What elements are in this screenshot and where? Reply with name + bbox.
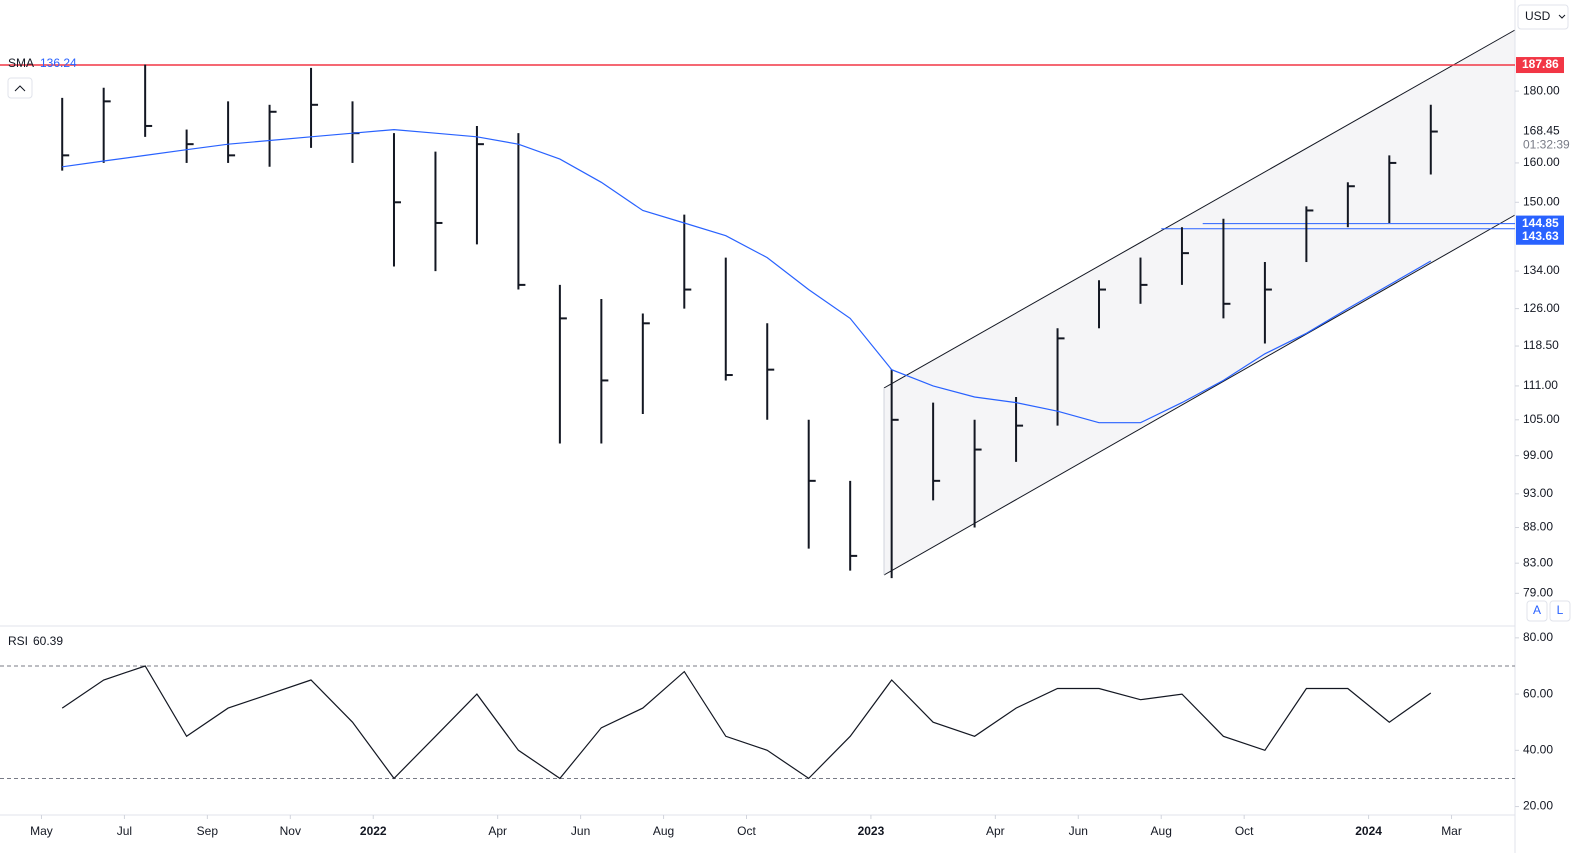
log-scale-label: L xyxy=(1557,603,1564,617)
currency-label: USD xyxy=(1525,9,1551,23)
x-tick-label: 2024 xyxy=(1355,824,1382,838)
y-tick-label: 180.00 xyxy=(1523,83,1560,97)
price-level-label: 143.63 xyxy=(1522,229,1559,243)
price-level-box xyxy=(1516,215,1564,232)
y-tick-label: 150.00 xyxy=(1523,194,1560,208)
x-tick-label: Sep xyxy=(197,824,219,838)
log-scale-button[interactable] xyxy=(1549,600,1571,622)
y-tick-label: 126.00 xyxy=(1523,301,1560,315)
x-tick-label: Nov xyxy=(280,824,301,838)
x-tick-label: Apr xyxy=(986,824,1005,838)
price-level-label: 144.85 xyxy=(1522,216,1559,230)
channel-lower xyxy=(883,214,1516,576)
x-tick-label: Oct xyxy=(1235,824,1254,838)
y-tick-label: 99.00 xyxy=(1523,448,1553,462)
channel-upper xyxy=(883,29,1516,389)
auto-scale-button[interactable] xyxy=(1526,600,1548,622)
x-tick-label: Aug xyxy=(1151,824,1172,838)
y-tick-label: 134.00 xyxy=(1523,263,1560,277)
rsi-line xyxy=(61,665,1432,780)
channel-fill xyxy=(884,30,1515,575)
price-level-label: 187.86 xyxy=(1522,57,1559,71)
bar-timer: 01:32:39 xyxy=(1523,138,1570,152)
price-level-box xyxy=(1516,57,1564,74)
sma-legend-value: 136.24 xyxy=(40,56,77,70)
x-tick-label: 2023 xyxy=(858,824,885,838)
y-tick-label: 118.50 xyxy=(1523,338,1559,352)
rsi-legend-name: RSI xyxy=(8,634,28,648)
currency-caret xyxy=(1558,14,1566,19)
x-tick-label: 2022 xyxy=(360,824,387,838)
y-tick-label: 93.00 xyxy=(1523,486,1553,500)
x-tick-label: May xyxy=(30,824,53,838)
x-tick-label: Jun xyxy=(571,824,590,838)
rsi-y-tick-label: 40.00 xyxy=(1523,742,1553,756)
y-tick-label: 111.00 xyxy=(1523,378,1558,392)
x-tick-label: Jun xyxy=(1069,824,1088,838)
sma-line xyxy=(62,128,1432,424)
sma-legend-name: SMA xyxy=(8,56,34,70)
currency-button[interactable] xyxy=(1517,4,1569,30)
x-tick-label: Apr xyxy=(488,824,507,838)
price-level-box xyxy=(1516,228,1564,245)
x-tick-label: Jul xyxy=(117,824,132,838)
x-tick-label: Mar xyxy=(1441,824,1462,838)
y-tick-label: 105.00 xyxy=(1523,412,1560,426)
y-tick-label: 79.00 xyxy=(1523,585,1553,599)
y-tick-label: 88.00 xyxy=(1523,520,1553,534)
x-tick-label: Aug xyxy=(653,824,674,838)
rsi-y-tick-label: 20.00 xyxy=(1523,799,1553,813)
collapse-icon xyxy=(14,85,26,92)
y-tick-label: 83.00 xyxy=(1523,555,1553,569)
rsi-y-tick-label: 60.00 xyxy=(1523,686,1553,700)
x-tick-label: Oct xyxy=(737,824,756,838)
collapse-button[interactable] xyxy=(7,77,33,99)
rsi-legend-value: 60.39 xyxy=(33,634,63,648)
y-tick-label: 160.00 xyxy=(1523,155,1560,169)
auto-scale-label: A xyxy=(1533,603,1541,617)
last-price-label: 168.45 xyxy=(1523,124,1560,138)
rsi-y-tick-label: 80.00 xyxy=(1523,630,1553,644)
